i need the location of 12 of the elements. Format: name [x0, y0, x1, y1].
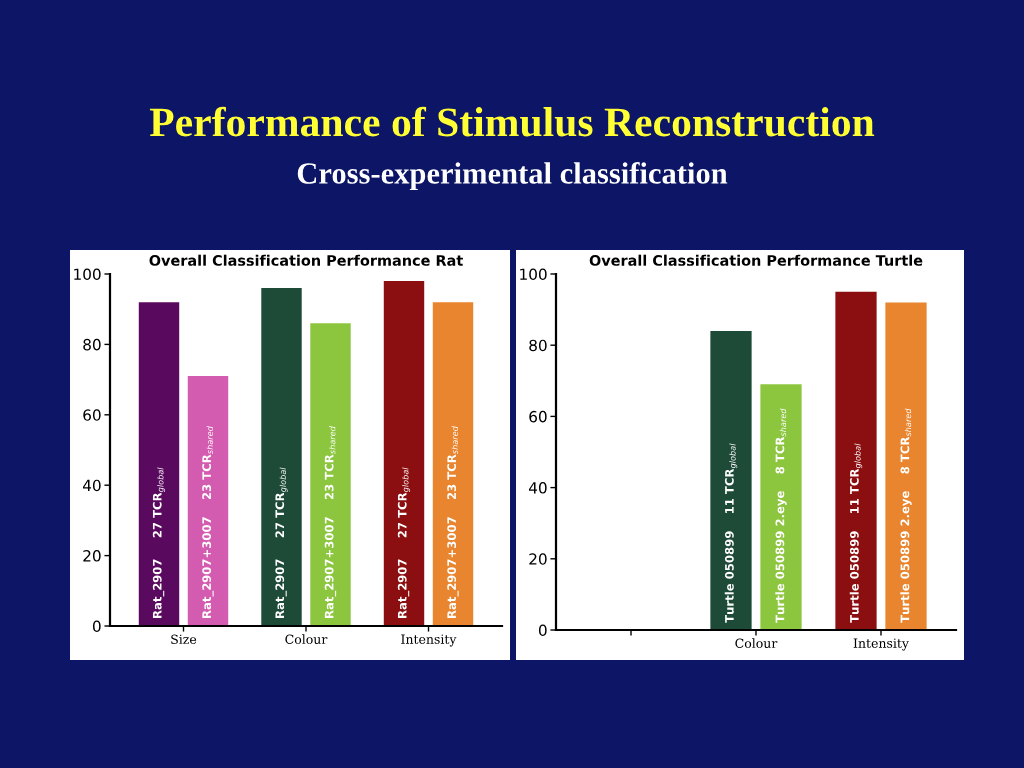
bar	[138, 302, 180, 626]
bar	[760, 384, 802, 630]
bar	[261, 288, 302, 626]
text: Cross-experimental classification	[297, 161, 728, 191]
bar	[835, 291, 877, 630]
bar	[383, 281, 425, 626]
bar	[710, 330, 752, 630]
bar	[310, 323, 351, 626]
text: Performance of Stimulus Reconstruction	[149, 106, 875, 137]
bar	[187, 376, 229, 626]
bar	[885, 302, 927, 630]
bar	[432, 302, 474, 626]
